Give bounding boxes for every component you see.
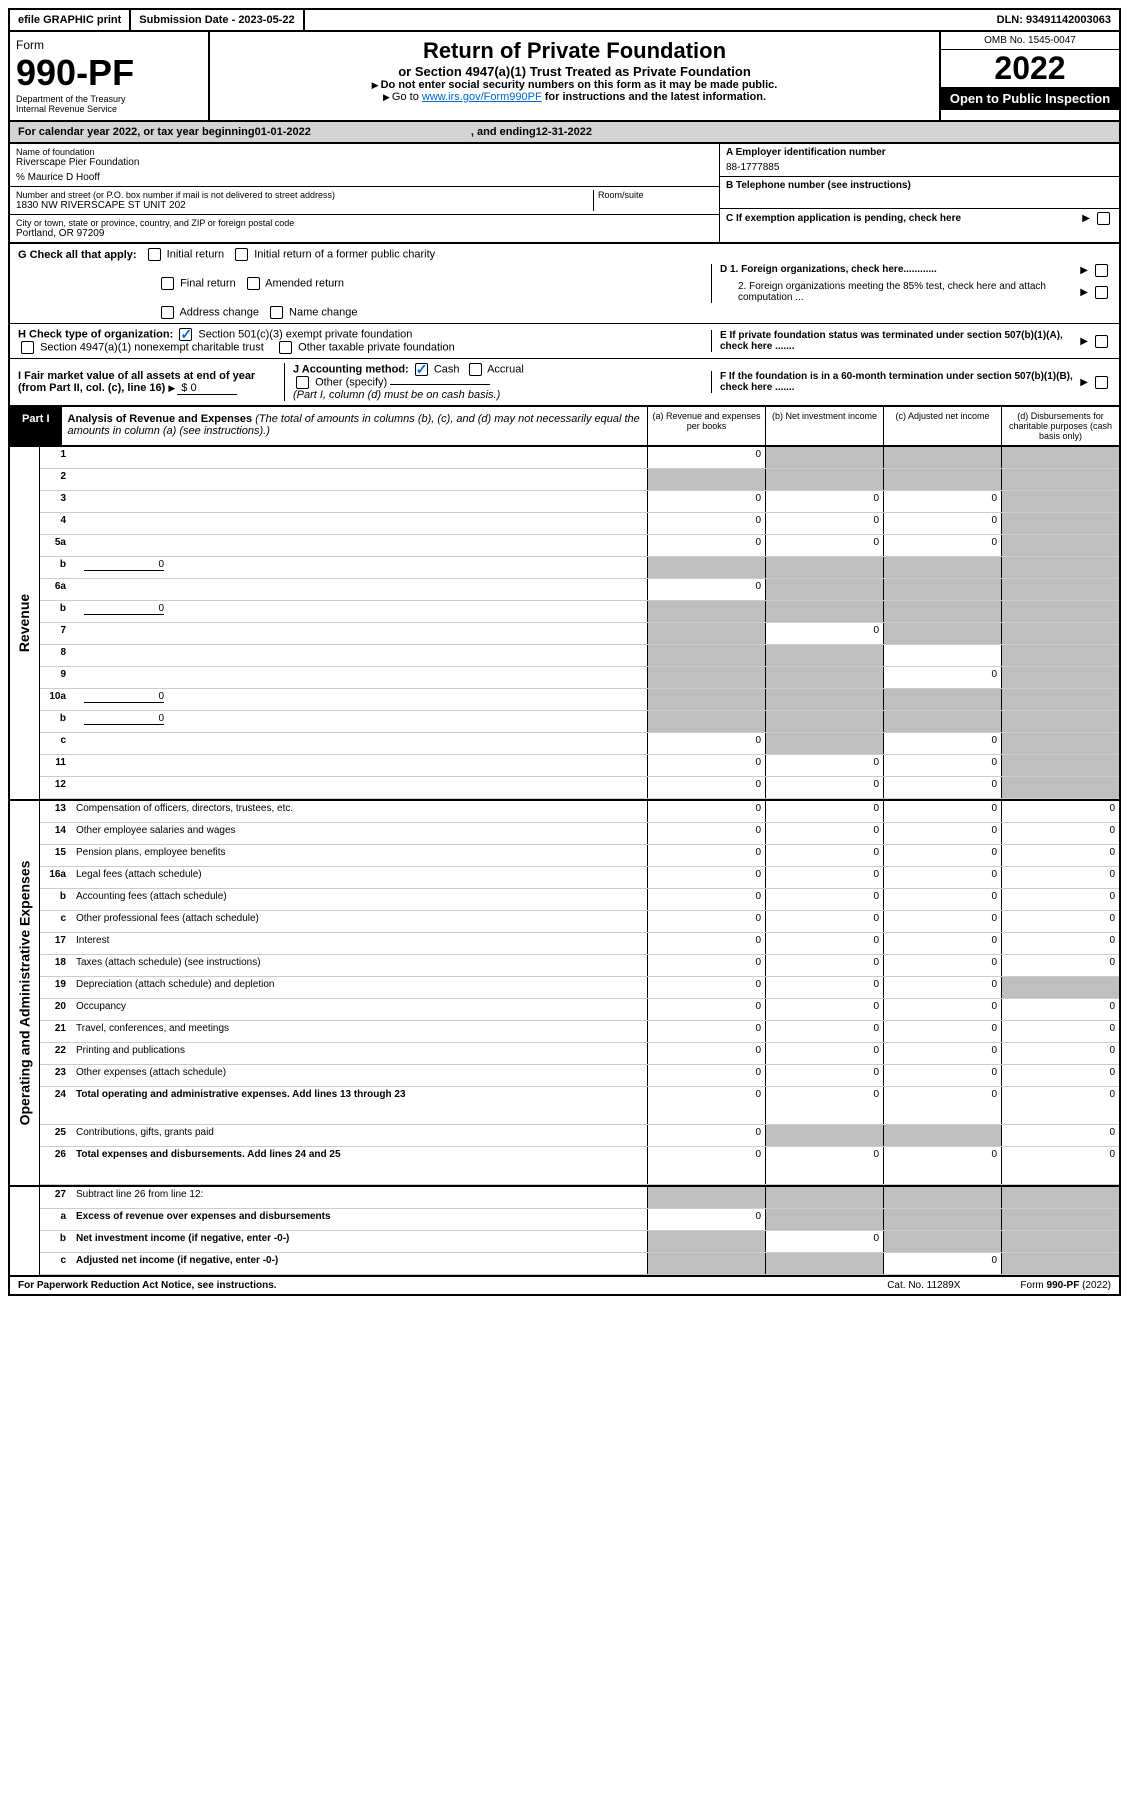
j-cash-checkbox[interactable] <box>415 363 428 376</box>
j-label: J Accounting method: <box>293 363 409 375</box>
h-label: H Check type of organization: <box>18 328 173 340</box>
col-b-hdr: (b) Net investment income <box>765 407 883 445</box>
part1-tab: Part I <box>10 407 62 445</box>
i-value: $ 0 <box>177 382 236 395</box>
omb-number: OMB No. 1545-0047 <box>941 32 1119 50</box>
form-subtitle: or Section 4947(a)(1) Trust Treated as P… <box>216 64 933 79</box>
h-other-checkbox[interactable] <box>279 341 292 354</box>
inspection-badge: Open to Public Inspection <box>941 87 1119 110</box>
d2-checkbox[interactable] <box>1095 286 1108 299</box>
form-label: Form <box>16 38 202 52</box>
col-d-hdr: (d) Disbursements for charitable purpose… <box>1001 407 1119 445</box>
g-amended-checkbox[interactable] <box>247 277 260 290</box>
form-url-link[interactable]: www.irs.gov/Form990PF <box>422 91 542 103</box>
top-bar: efile GRAPHIC print Submission Date - 20… <box>8 8 1121 32</box>
footer-cat: Cat. No. 11289X <box>887 1280 960 1291</box>
final-table: 27Subtract line 26 from line 12:aExcess … <box>8 1187 1121 1277</box>
g-name-checkbox[interactable] <box>270 306 283 319</box>
entity-info: Name of foundation Riverscape Pier Found… <box>8 144 1121 244</box>
form-header: Form 990-PF Department of the Treasury I… <box>8 32 1121 122</box>
g-label: G Check all that apply: <box>18 249 137 261</box>
g-initial-public-checkbox[interactable] <box>235 248 248 261</box>
col-c-hdr: (c) Adjusted net income <box>883 407 1001 445</box>
calendar-year-row: For calendar year 2022, or tax year begi… <box>8 122 1121 144</box>
revenue-table: Revenue 102300040005a000b06a0b07089010a0… <box>8 447 1121 801</box>
dept-label: Department of the Treasury <box>16 94 202 104</box>
street-address: 1830 NW RIVERSCAPE ST UNIT 202 <box>16 200 593 211</box>
g-address-checkbox[interactable] <box>161 306 174 319</box>
instr-1: Do not enter social security numbers on … <box>381 79 778 91</box>
j-accrual-checkbox[interactable] <box>469 363 482 376</box>
footer-form: Form 990-PF (2022) <box>1020 1280 1111 1291</box>
room-label: Room/suite <box>598 190 713 200</box>
street-label: Number and street (or P.O. box number if… <box>16 190 593 200</box>
col-a-hdr: (a) Revenue and expenses per books <box>647 407 765 445</box>
submission-date: Submission Date - 2023-05-22 <box>131 10 304 30</box>
checks-section: G Check all that apply: Initial return I… <box>8 244 1121 407</box>
revenue-side-label: Revenue <box>10 447 40 799</box>
page-footer: For Paperwork Reduction Act Notice, see … <box>8 1277 1121 1296</box>
g-initial-checkbox[interactable] <box>148 248 161 261</box>
ein-label: A Employer identification number <box>726 147 1113 158</box>
d1-checkbox[interactable] <box>1095 264 1108 277</box>
phone-label: B Telephone number (see instructions) <box>726 180 1113 191</box>
tax-year: 2022 <box>941 50 1119 87</box>
dln: DLN: 93491142003063 <box>989 10 1119 30</box>
f-checkbox[interactable] <box>1095 376 1108 389</box>
expenses-table: Operating and Administrative Expenses 13… <box>8 801 1121 1187</box>
foundation-name: Riverscape Pier Foundation <box>16 157 713 168</box>
form-title: Return of Private Foundation <box>216 38 933 64</box>
j-other-checkbox[interactable] <box>296 376 309 389</box>
city-label: City or town, state or province, country… <box>16 218 713 228</box>
c-label: C If exemption application is pending, c… <box>726 213 961 224</box>
h-4947-checkbox[interactable] <box>21 341 34 354</box>
irs-label: Internal Revenue Service <box>16 104 202 114</box>
city-state-zip: Portland, OR 97209 <box>16 228 713 239</box>
g-final-checkbox[interactable] <box>161 277 174 290</box>
expenses-side-label: Operating and Administrative Expenses <box>10 801 40 1185</box>
name-label: Name of foundation <box>16 147 713 157</box>
c-checkbox[interactable] <box>1097 212 1110 225</box>
efile-label: efile GRAPHIC print <box>10 10 131 30</box>
part1-header: Part I Analysis of Revenue and Expenses … <box>8 407 1121 447</box>
h-501c3-checkbox[interactable] <box>179 328 192 341</box>
e-checkbox[interactable] <box>1095 335 1108 348</box>
care-of: % Maurice D Hooff <box>16 172 713 183</box>
form-number: 990-PF <box>16 52 202 94</box>
footer-left: For Paperwork Reduction Act Notice, see … <box>18 1280 277 1291</box>
ein-value: 88-1777885 <box>726 162 1113 173</box>
